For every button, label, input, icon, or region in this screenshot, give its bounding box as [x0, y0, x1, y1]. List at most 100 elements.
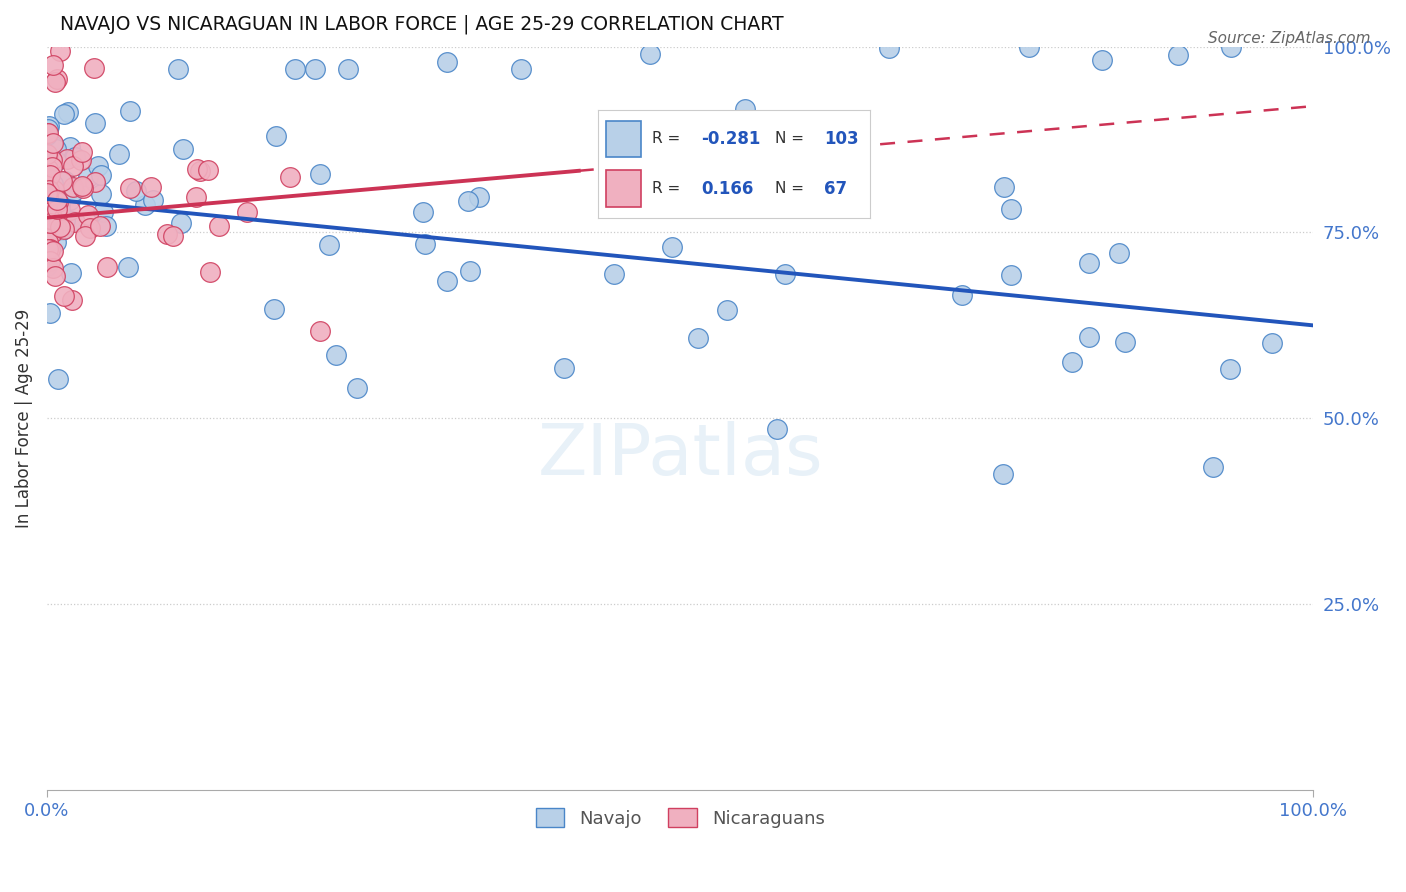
- Point: [167, 62, 190, 76]
- Point: [162, 229, 184, 244]
- Point: [170, 216, 193, 230]
- Point: [207, 219, 229, 233]
- Point: [38, 183, 60, 197]
- Point: [553, 361, 575, 376]
- Point: [48, 220, 70, 235]
- Point: [39, 253, 62, 268]
- Point: [84, 175, 107, 189]
- Point: [37, 186, 59, 200]
- Point: [89, 219, 111, 233]
- Point: [45, 235, 67, 249]
- Point: [436, 274, 458, 288]
- Point: [53, 212, 76, 227]
- Point: [308, 167, 330, 181]
- Point: [44, 269, 66, 284]
- Point: [1091, 54, 1114, 68]
- Point: [63, 150, 86, 164]
- Point: [96, 260, 118, 275]
- Point: [1000, 202, 1022, 216]
- Point: [41, 186, 63, 201]
- Point: [46, 72, 69, 87]
- Point: [436, 55, 458, 70]
- Point: [716, 303, 738, 318]
- Point: [35, 235, 58, 249]
- Point: [1219, 361, 1241, 376]
- Point: [72, 145, 94, 159]
- Point: [346, 381, 368, 395]
- Point: [41, 244, 63, 258]
- Point: [602, 267, 624, 281]
- Y-axis label: In Labor Force | Age 25-29: In Labor Force | Age 25-29: [15, 309, 32, 528]
- Point: [39, 306, 62, 320]
- Point: [44, 207, 66, 221]
- Point: [51, 223, 73, 237]
- Point: [42, 138, 65, 153]
- Point: [37, 128, 59, 143]
- Point: [37, 122, 59, 136]
- Point: [41, 153, 63, 168]
- Point: [37, 242, 59, 256]
- Point: [1108, 245, 1130, 260]
- Point: [46, 372, 69, 386]
- Point: [35, 167, 58, 181]
- Point: [41, 160, 63, 174]
- Point: [59, 193, 82, 207]
- Point: [325, 349, 347, 363]
- Point: [1202, 459, 1225, 474]
- Point: [188, 163, 211, 178]
- Point: [640, 46, 662, 61]
- Point: [304, 62, 326, 76]
- Point: [37, 228, 59, 243]
- Point: [1060, 355, 1083, 369]
- Point: [734, 103, 756, 117]
- Point: [37, 126, 59, 140]
- Point: [35, 150, 58, 164]
- Point: [117, 260, 139, 274]
- Point: [94, 219, 117, 233]
- Point: [39, 216, 62, 230]
- Point: [413, 237, 436, 252]
- Point: [48, 194, 70, 208]
- Point: [76, 208, 98, 222]
- Point: [60, 293, 83, 307]
- Point: [46, 193, 69, 207]
- Point: [73, 229, 96, 244]
- Point: [90, 187, 112, 202]
- Point: [467, 189, 489, 203]
- Point: [35, 231, 58, 245]
- Point: [45, 153, 67, 168]
- Point: [186, 161, 208, 176]
- Point: [155, 227, 177, 242]
- Point: [44, 75, 66, 89]
- Point: [35, 202, 58, 216]
- Point: [236, 204, 259, 219]
- Point: [134, 197, 156, 211]
- Point: [48, 203, 70, 218]
- Point: [1114, 334, 1136, 349]
- Point: [993, 180, 1015, 194]
- Point: [1000, 268, 1022, 282]
- Point: [41, 261, 63, 276]
- Point: [765, 422, 787, 436]
- Point: [118, 104, 141, 119]
- Legend: Navajo, Nicaraguans: Navajo, Nicaraguans: [526, 798, 834, 837]
- Text: ZIPatlas: ZIPatlas: [537, 421, 823, 490]
- Point: [278, 169, 301, 184]
- Point: [62, 184, 84, 198]
- Point: [60, 266, 83, 280]
- Point: [284, 62, 307, 76]
- Point: [56, 152, 79, 166]
- Point: [59, 140, 82, 154]
- Point: [264, 129, 287, 144]
- Point: [46, 194, 69, 209]
- Point: [1078, 255, 1101, 269]
- Point: [37, 235, 59, 249]
- Point: [51, 174, 73, 188]
- Point: [37, 126, 59, 140]
- Point: [37, 201, 59, 215]
- Point: [42, 225, 65, 239]
- Point: [1018, 40, 1040, 54]
- Point: [35, 169, 58, 183]
- Point: [337, 62, 360, 76]
- Point: [45, 143, 67, 157]
